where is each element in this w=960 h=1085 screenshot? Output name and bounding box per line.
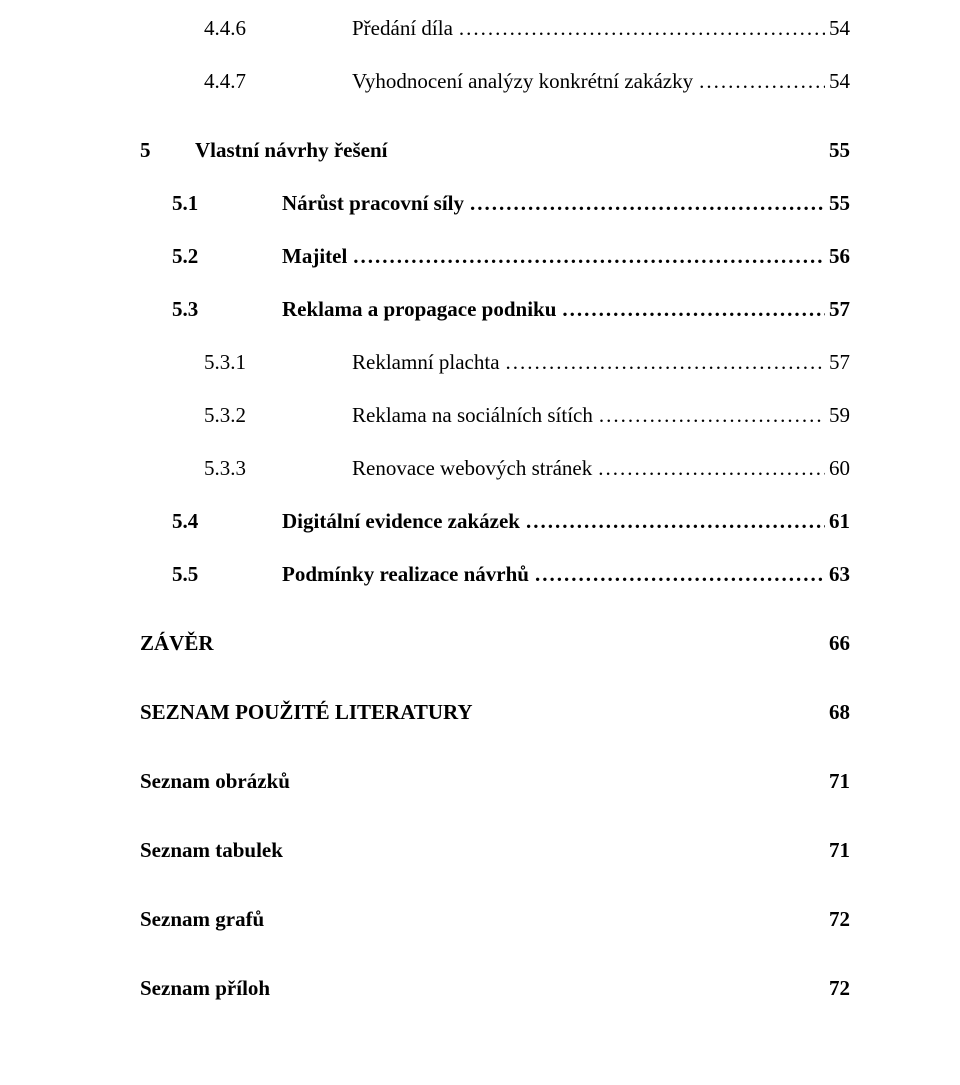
toc-page-number: 57 [829, 299, 850, 320]
spacer [140, 942, 850, 978]
toc-number: 5.2 [140, 246, 282, 267]
toc-title: ZÁVĚR [140, 633, 214, 654]
toc-leader [459, 18, 825, 39]
toc-leader [599, 405, 825, 426]
toc-title: Digitální evidence zakázek [282, 511, 520, 532]
toc-section: Seznam obrázků 71 [140, 771, 850, 792]
spacer [140, 104, 850, 140]
toc-number: 5.4 [140, 511, 282, 532]
spacer [140, 804, 850, 840]
toc-leader [562, 299, 825, 320]
spacer [140, 279, 850, 299]
spacer [140, 385, 850, 405]
toc-number: 4.4.7 [140, 71, 352, 92]
toc-page-number: 56 [829, 246, 850, 267]
spacer [140, 491, 850, 511]
toc-leader [598, 458, 825, 479]
toc-title: Seznam tabulek [140, 840, 283, 861]
toc-number: 5 [140, 140, 195, 161]
toc-leader [699, 71, 825, 92]
toc-chapter: 5 Vlastní návrhy řešení 55 [140, 140, 850, 161]
toc-title: Seznam příloh [140, 978, 270, 999]
toc-page-number: 54 [829, 18, 850, 39]
toc-leader [470, 193, 825, 214]
toc-page-number: 54 [829, 71, 850, 92]
spacer [140, 597, 850, 633]
spacer [140, 226, 850, 246]
spacer [140, 873, 850, 909]
toc-title: Reklama a propagace podniku [282, 299, 556, 320]
toc-number: 5.3.1 [140, 352, 352, 373]
toc-leader [353, 246, 825, 267]
toc-entry: 5.4 Digitální evidence zakázek 61 [140, 511, 850, 532]
toc-number: 4.4.6 [140, 18, 352, 39]
spacer [140, 544, 850, 564]
spacer [140, 51, 850, 71]
toc-title: Předání díla [352, 18, 453, 39]
toc-entry: 5.3.2 Reklama na sociálních sítích 59 [140, 405, 850, 426]
toc-page-number: 72 [829, 978, 850, 999]
toc-title: Seznam obrázků [140, 771, 290, 792]
toc-title: SEZNAM POUŽITÉ LITERATURY [140, 702, 473, 723]
toc-leader [506, 352, 825, 373]
toc-page-number: 72 [829, 909, 850, 930]
spacer [140, 332, 850, 352]
toc-section: ZÁVĚR 66 [140, 633, 850, 654]
toc-leader [535, 564, 825, 585]
toc-page-number: 60 [829, 458, 850, 479]
toc-entry: 4.4.6 Předání díla 54 [140, 18, 850, 39]
toc-number: 5.3 [140, 299, 282, 320]
toc-page-number: 55 [829, 140, 850, 161]
toc-page-number: 71 [829, 771, 850, 792]
toc-entry: 5.3.3 Renovace webových stránek 60 [140, 458, 850, 479]
toc-page-number: 57 [829, 352, 850, 373]
toc-title: Reklamní plachta [352, 352, 500, 373]
toc-section: Seznam příloh 72 [140, 978, 850, 999]
toc-number: 5.1 [140, 193, 282, 214]
spacer [140, 173, 850, 193]
toc-page-number: 59 [829, 405, 850, 426]
toc-title: Seznam grafů [140, 909, 264, 930]
toc-entry: 5.1 Nárůst pracovní síly 55 [140, 193, 850, 214]
toc-page-number: 71 [829, 840, 850, 861]
toc-entry: 5.3.1 Reklamní plachta 57 [140, 352, 850, 373]
toc-entry: 4.4.7 Vyhodnocení analýzy konkrétní zaká… [140, 71, 850, 92]
toc-entry: 5.3 Reklama a propagace podniku 57 [140, 299, 850, 320]
toc-title: Podmínky realizace návrhů [282, 564, 529, 585]
toc-number: 5.3.2 [140, 405, 352, 426]
toc-title: Renovace webových stránek [352, 458, 592, 479]
toc-page-number: 61 [829, 511, 850, 532]
toc-page-number: 55 [829, 193, 850, 214]
toc-title: Majitel [282, 246, 347, 267]
toc-title: Reklama na sociálních sítích [352, 405, 593, 426]
toc-section: SEZNAM POUŽITÉ LITERATURY 68 [140, 702, 850, 723]
toc-page-number: 66 [829, 633, 850, 654]
toc-section: Seznam grafů 72 [140, 909, 850, 930]
toc-page-number: 68 [829, 702, 850, 723]
toc-page: 4.4.6 Předání díla 54 4.4.7 Vyhodnocení … [0, 0, 960, 999]
toc-number: 5.5 [140, 564, 282, 585]
toc-page-number: 63 [829, 564, 850, 585]
toc-entry: 5.2 Majitel 56 [140, 246, 850, 267]
toc-title: Vlastní návrhy řešení [195, 140, 388, 161]
spacer [140, 666, 850, 702]
toc-section: Seznam tabulek 71 [140, 840, 850, 861]
spacer [140, 735, 850, 771]
toc-number: 5.3.3 [140, 458, 352, 479]
spacer [140, 438, 850, 458]
toc-title: Nárůst pracovní síly [282, 193, 464, 214]
toc-leader [526, 511, 825, 532]
toc-title: Vyhodnocení analýzy konkrétní zakázky [352, 71, 693, 92]
toc-entry: 5.5 Podmínky realizace návrhů 63 [140, 564, 850, 585]
